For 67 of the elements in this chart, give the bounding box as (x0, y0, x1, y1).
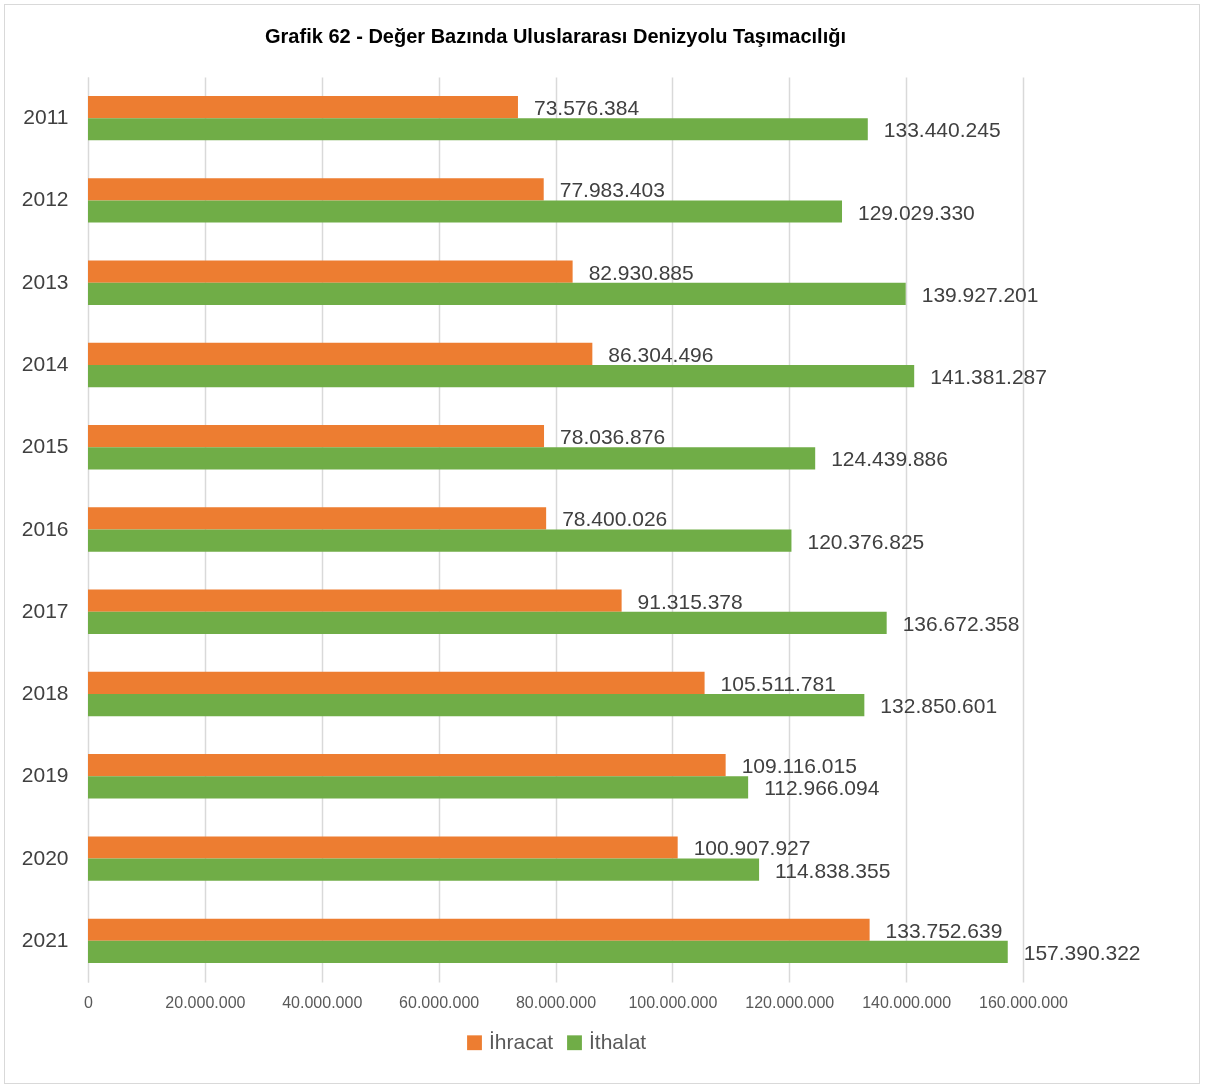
data-label: 124.439.886 (831, 447, 948, 471)
data-label: 112.966.094 (764, 776, 880, 800)
bar (88, 836, 678, 859)
y-tick-label: 2014 (21, 351, 69, 375)
bar (88, 754, 726, 777)
legend-label: İhracat (489, 1029, 554, 1053)
data-label: 120.376.825 (807, 529, 925, 553)
bar (88, 447, 816, 470)
data-label: 86.304.496 (608, 342, 714, 366)
data-label: 100.907.927 (693, 836, 811, 860)
bar (88, 282, 906, 305)
bar (88, 260, 573, 283)
y-tick-label: 2015 (21, 434, 69, 458)
bar (88, 940, 1008, 964)
data-label: 133.752.639 (885, 918, 1003, 942)
data-label: 133.440.245 (883, 118, 1001, 142)
data-label: 129.029.330 (858, 200, 975, 224)
data-label: 136.672.358 (902, 611, 1020, 635)
data-label: 109.116.015 (741, 754, 857, 778)
bar (88, 178, 544, 201)
x-tick-label: 80.000.000 (515, 993, 597, 1011)
y-tick-label: 2012 (21, 187, 69, 211)
y-tick-label: 2013 (21, 269, 69, 293)
x-tick-label: 0 (84, 993, 94, 1011)
data-label: 141.381.287 (930, 365, 1047, 389)
bar (88, 589, 622, 612)
data-label: 114.838.355 (775, 858, 891, 882)
data-label: 132.850.601 (880, 694, 998, 718)
bar (88, 507, 547, 530)
y-tick-label: 2020 (21, 845, 69, 869)
data-label: 82.930.885 (588, 260, 694, 284)
data-label: 77.983.403 (559, 178, 665, 202)
bar (88, 858, 760, 881)
data-label: 73.576.384 (533, 96, 640, 120)
bar (88, 611, 887, 634)
bar (88, 694, 865, 717)
x-tick-label: 100.000.000 (628, 993, 718, 1011)
y-tick-label: 2017 (21, 598, 69, 622)
data-label: 91.315.378 (637, 589, 743, 613)
data-label: 157.390.322 (1023, 940, 1141, 964)
data-label: 78.400.026 (562, 507, 668, 531)
data-label: 105.511.781 (720, 671, 836, 695)
x-tick-label: 160.000.000 (979, 993, 1069, 1011)
x-tick-label: 140.000.000 (862, 993, 952, 1011)
legend-label: İthalat (589, 1029, 647, 1053)
bar (88, 918, 870, 941)
bar (88, 200, 843, 223)
x-tick-label: 40.000.000 (282, 993, 363, 1011)
bar (88, 671, 705, 695)
bar (88, 529, 792, 552)
bar (88, 342, 593, 365)
y-tick-label: 2019 (21, 763, 69, 787)
y-tick-label: 2021 (21, 927, 69, 951)
bar (88, 118, 868, 141)
y-tick-label: 2018 (21, 681, 69, 705)
data-label: 78.036.876 (560, 425, 666, 449)
y-tick-label: 2011 (23, 105, 69, 129)
y-tick-label: 2016 (21, 516, 69, 540)
chart-title: Grafik 62 - Değer Bazında Uluslararası Denizyolu Taşımacılığı (265, 25, 846, 47)
bar (88, 776, 749, 799)
x-tick-label: 20.000.000 (165, 993, 246, 1011)
bar (88, 364, 915, 388)
bar (88, 95, 518, 119)
bar (88, 425, 545, 448)
data-label: 139.927.201 (921, 282, 1039, 306)
x-tick-label: 120.000.000 (745, 993, 835, 1011)
x-tick-label: 60.000.000 (399, 993, 480, 1011)
